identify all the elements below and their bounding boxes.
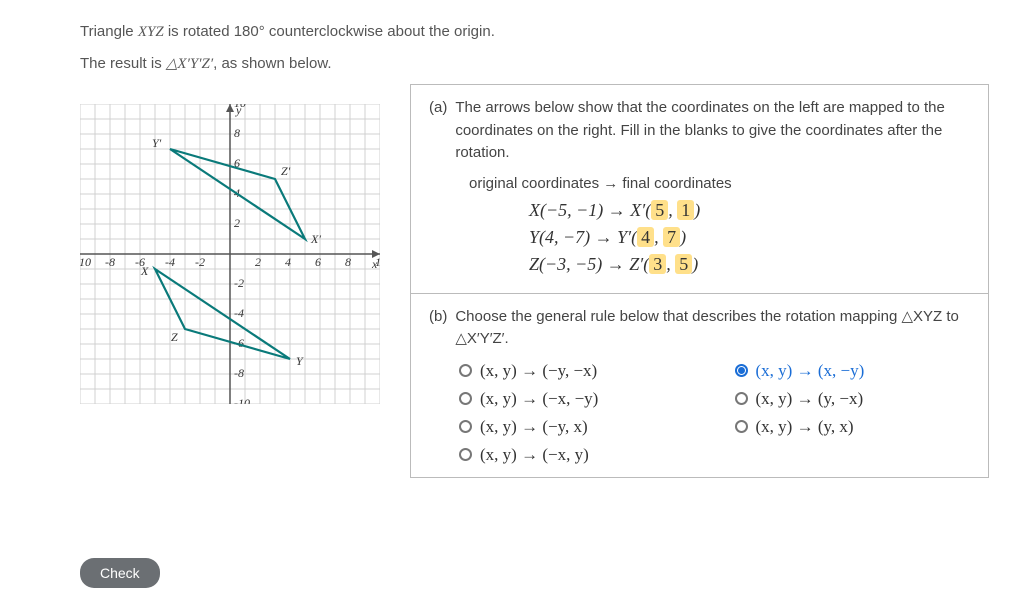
svg-text:-10: -10	[80, 255, 91, 269]
radio-icon	[735, 364, 748, 377]
part-b-panel: (b) Choose the general rule below that d…	[411, 293, 988, 477]
blank-y1[interactable]: 4	[637, 227, 654, 247]
radio-icon	[735, 420, 748, 433]
svg-text:-10: -10	[234, 396, 250, 404]
rule-text: (x, y) → (−x, y)	[480, 445, 589, 465]
svg-text:2: 2	[234, 216, 240, 230]
svg-text:Y′: Y′	[152, 136, 162, 150]
blank-z2[interactable]: 5	[675, 254, 692, 274]
svg-text:8: 8	[234, 126, 240, 140]
coord-row-y: Y(4, −7) → Y′(4, 7)	[469, 227, 970, 248]
part-b-text: Choose the general rule below that descr…	[455, 306, 970, 351]
svg-text:4: 4	[285, 255, 291, 269]
part-a-text: The arrows below show that the coordinat…	[455, 97, 970, 165]
rule-text: (x, y) → (−y, x)	[480, 417, 588, 437]
blank-x1[interactable]: 5	[651, 200, 668, 220]
svg-text:-4: -4	[234, 306, 244, 320]
rule-option[interactable]: (x, y) → (−x, y)	[459, 445, 695, 465]
blank-y2[interactable]: 7	[663, 227, 680, 247]
svg-text:-4: -4	[165, 255, 175, 269]
svg-text:-8: -8	[234, 366, 244, 380]
svg-text:X: X	[140, 264, 149, 278]
coord-header: original coordinates → final coordinates	[469, 175, 970, 192]
part-a-panel: (a) The arrows below show that the coord…	[411, 85, 988, 293]
check-button[interactable]: Check	[80, 558, 160, 588]
problem-line-2: The result is △X′Y′Z′, as shown below.	[80, 52, 989, 76]
radio-icon	[459, 364, 472, 377]
svg-text:Z′: Z′	[281, 164, 291, 178]
blank-z1[interactable]: 3	[649, 254, 666, 274]
svg-text:-8: -8	[105, 255, 115, 269]
svg-text:8: 8	[345, 255, 351, 269]
radio-icon	[735, 392, 748, 405]
rule-text: (x, y) → (x, −y)	[756, 361, 865, 381]
rule-text: (x, y) → (y, x)	[756, 417, 854, 437]
svg-text:2: 2	[255, 255, 261, 269]
axis-label-y: y	[235, 104, 242, 117]
rule-option[interactable]: (x, y) → (y, −x)	[735, 389, 971, 409]
blank-x2[interactable]: 1	[677, 200, 694, 220]
rule-option[interactable]: (x, y) → (−x, −y)	[459, 389, 695, 409]
rule-text: (x, y) → (−y, −x)	[480, 361, 597, 381]
rule-option[interactable]: (x, y) → (−y, −x)	[459, 361, 695, 381]
svg-text:-2: -2	[195, 255, 205, 269]
problem-line-1: Triangle XYZ is rotated 180° countercloc…	[80, 20, 989, 44]
part-b-label: (b)	[429, 306, 447, 351]
svg-text:Z: Z	[171, 330, 178, 344]
part-a-label: (a)	[429, 97, 447, 165]
radio-icon	[459, 420, 472, 433]
rule-option[interactable]: (x, y) → (−y, x)	[459, 417, 695, 437]
rule-text: (x, y) → (−x, −y)	[480, 389, 598, 409]
coord-row-x: X(−5, −1) → X′(5, 1)	[469, 200, 970, 221]
svg-text:6: 6	[315, 255, 321, 269]
rule-text: (x, y) → (y, −x)	[756, 389, 864, 409]
rule-option[interactable]: (x, y) → (y, x)	[735, 417, 971, 437]
rule-option[interactable]: (x, y) → (x, −y)	[735, 361, 971, 381]
svg-text:-2: -2	[234, 276, 244, 290]
svg-text:X′: X′	[310, 232, 321, 246]
svg-text:Y: Y	[296, 354, 304, 368]
radio-icon	[459, 448, 472, 461]
coordinate-graph: -10-8-6-4-2246810-10-8-6-4-2246810 XYZX′…	[80, 84, 390, 409]
axis-label-x: x	[371, 257, 378, 271]
coord-row-z: Z(−3, −5) → Z′(3, 5)	[469, 254, 970, 275]
radio-icon	[459, 392, 472, 405]
